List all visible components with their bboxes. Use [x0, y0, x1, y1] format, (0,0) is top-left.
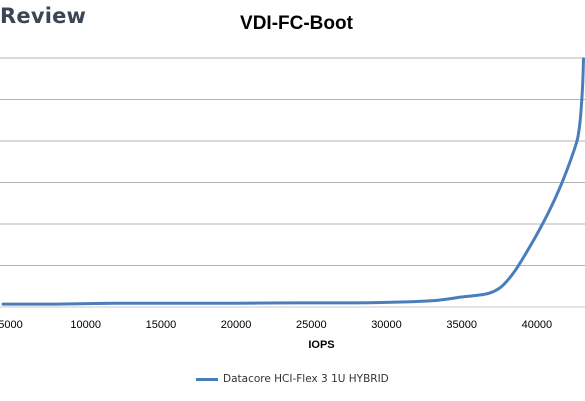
- legend-label-datacore: Datacore HCI-Flex 3 1U HYBRID: [223, 373, 389, 385]
- x-tick-labels: 5000 10000 15000 20000 25000 30000 35000 40000: [0, 319, 552, 331]
- x-tick-label: 15000: [146, 319, 177, 331]
- x-tick-label: 40000: [522, 319, 553, 331]
- x-tick-label: 35000: [446, 319, 477, 331]
- grid-lines: [0, 57, 585, 266]
- series-line-datacore: [1, 57, 585, 306]
- legend-swatch-datacore: [196, 377, 218, 381]
- x-axis-title: IOPS: [308, 339, 335, 351]
- x-tick-label: 30000: [371, 319, 402, 331]
- legend: Datacore HCI-Flex 3 1U HYBRID: [196, 373, 389, 385]
- chart-title: VDI-FC-Boot: [240, 13, 353, 34]
- x-tick-label: 20000: [221, 319, 252, 331]
- x-tick-label: 5000: [0, 319, 23, 331]
- brand-logo-text: Review: [0, 4, 87, 28]
- x-tick-label: 25000: [296, 319, 327, 331]
- series-layer: [1, 57, 585, 306]
- x-tick-label: 10000: [70, 319, 101, 331]
